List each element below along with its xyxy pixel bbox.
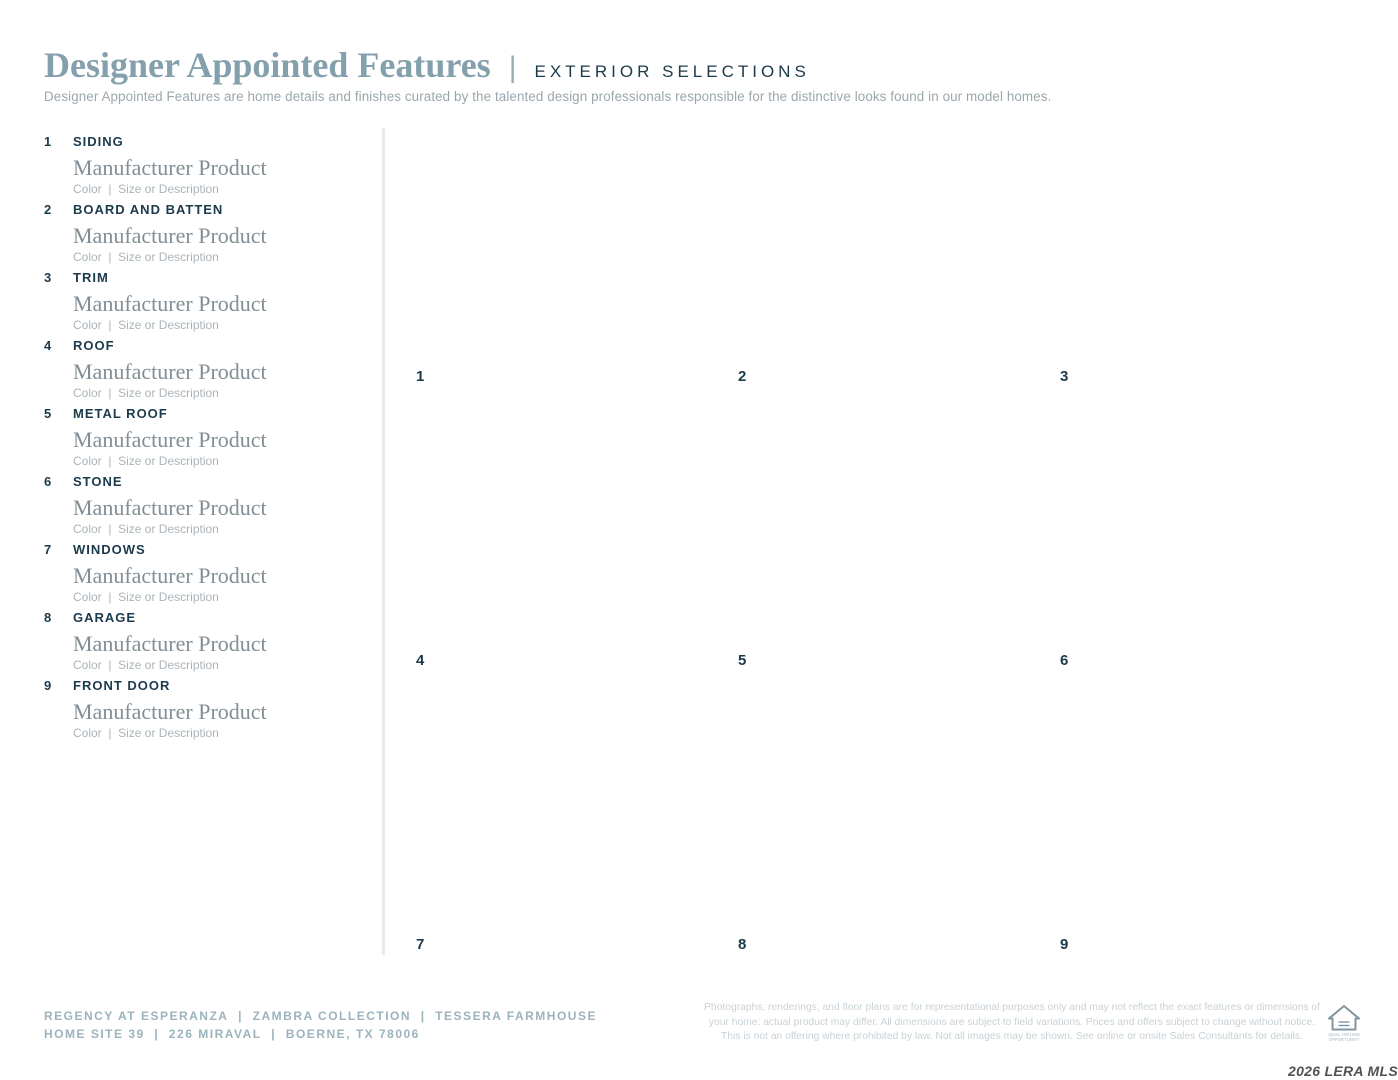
svg-text:OPPORTUNITY: OPPORTUNITY [1329,1037,1360,1042]
